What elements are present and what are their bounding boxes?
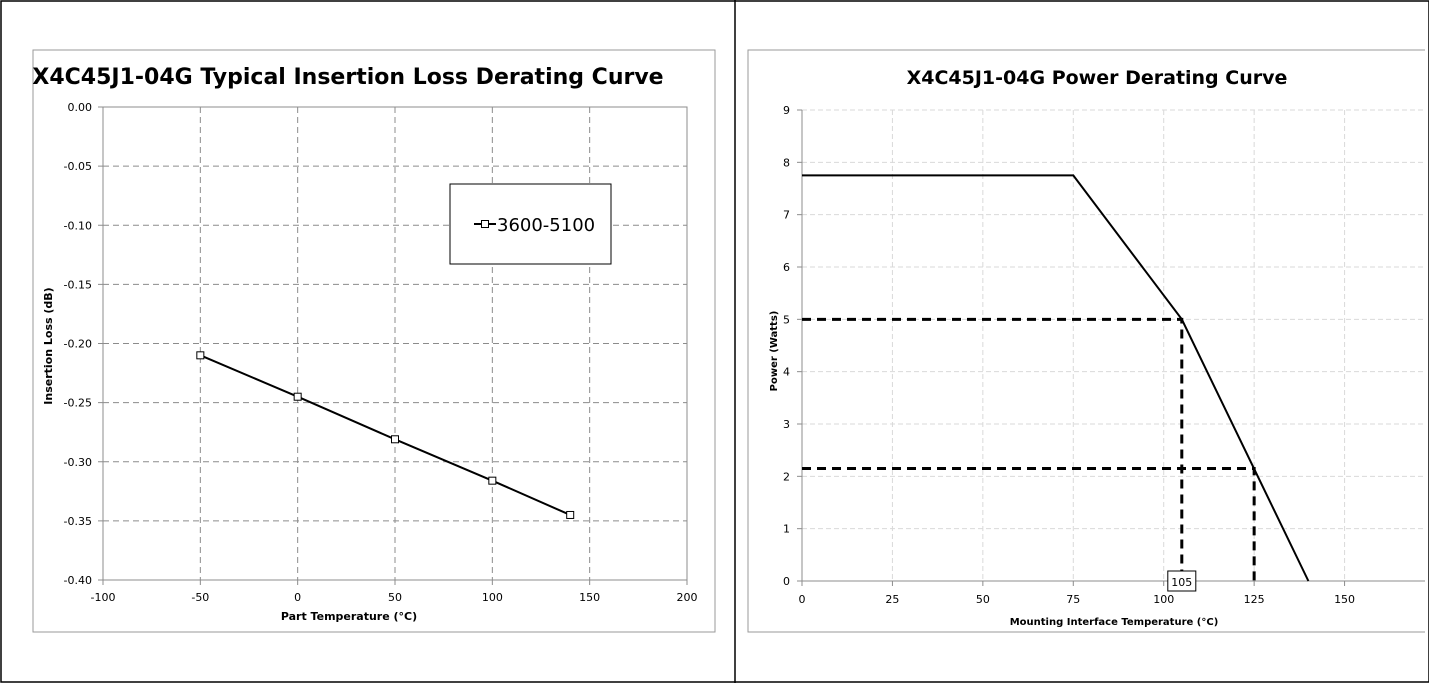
y-tick-label: -0.20 [64,338,92,351]
x-tick-label: 150 [1334,593,1355,606]
annotation-box [1167,570,1197,592]
plot-area-border [102,106,688,581]
data-point-marker [196,351,205,360]
y-tick-label: 9 [783,104,790,117]
x-tick-label: 75 [1066,593,1080,606]
series-power-derating [802,174,1310,582]
axes [797,109,1425,586]
x-tick-label: 100 [1153,593,1174,606]
y-tick-label: -0.15 [64,278,92,291]
series-line [802,174,1310,582]
y-tick-label: -0.10 [64,219,92,232]
x-tick-label: 0 [294,591,301,604]
y-tick-label: 6 [783,261,790,274]
legend: 3600-5100 [449,183,612,265]
y-tick-label: 5 [783,313,790,326]
y-tick-label: -0.35 [64,515,92,528]
y-tick-label: -0.30 [64,456,92,469]
x-tick-label: 50 [388,591,402,604]
x-tick-labels: -100 -50 0 50 100 150 200 [91,591,698,604]
y-tick-label: 1 [783,523,790,536]
data-point-marker [488,476,497,485]
series-3600-5100 [196,351,575,519]
y-tick-label: -0.05 [64,160,92,173]
chart-title: X4C45J1-04G Typical Insertion Loss Derat… [32,65,663,90]
y-tick-labels: 0 1 2 3 4 5 6 7 8 9 [783,104,790,588]
data-point-marker [293,392,302,401]
annotation: 105 [1167,570,1197,592]
y-tick-label: 3 [783,418,790,431]
y-tick-label: 4 [783,366,790,379]
x-tick-label: 25 [885,593,899,606]
data-point-marker [566,510,575,519]
legend-label: 3600-5100 [497,215,595,236]
y-tick-label: 0.00 [68,101,93,114]
x-tick-label: 100 [482,591,503,604]
x-tick-label: 50 [976,593,990,606]
legend-marker-swatch [481,220,489,228]
x-tick-label: 150 [579,591,600,604]
chart-area-border [747,49,1425,633]
data-point-marker [391,435,399,444]
y-tick-label: 8 [783,156,790,169]
chart-area-border [32,49,716,633]
x-tick-label: 0 [799,593,806,606]
y-tick-label: -0.25 [64,397,92,410]
annotation-label: 105 [1171,576,1192,589]
x-tick-label: 125 [1244,593,1265,606]
insertion-loss-chart: X4C45J1-04G Typical Insertion Loss Derat… [32,49,716,633]
y-tick-label: 7 [783,209,790,222]
y-tick-label: 2 [783,470,790,483]
y-tick-labels: 0.00 -0.05 -0.10 -0.15 -0.20 -0.25 -0.30 -0.35 -… [64,101,92,587]
y-axis-label: Power (Watts) [769,311,780,392]
x-tick-labels: 025507510012515017 [799,593,1356,606]
x-axis-label: Mounting Interface Temperature (°C) [1010,617,1219,628]
y-tick-label: 0 [783,575,790,588]
chart-title: X4C45J1-04G Power Derating Curve [907,67,1288,89]
x-tick-label: 200 [677,591,698,604]
grid-lines [103,107,687,580]
x-axis-label: Part Temperature (°C) [281,610,417,623]
y-axis-label: Insertion Loss (dB) [42,287,55,404]
power-derating-chart: X4C45J1-04G Power Derating Curve 0 1 2 3 4 5 6… [747,49,1425,633]
y-tick-label: -0.40 [64,574,92,587]
axes [98,106,688,585]
x-tick-label: -100 [91,591,116,604]
x-tick-label: -50 [191,591,209,604]
